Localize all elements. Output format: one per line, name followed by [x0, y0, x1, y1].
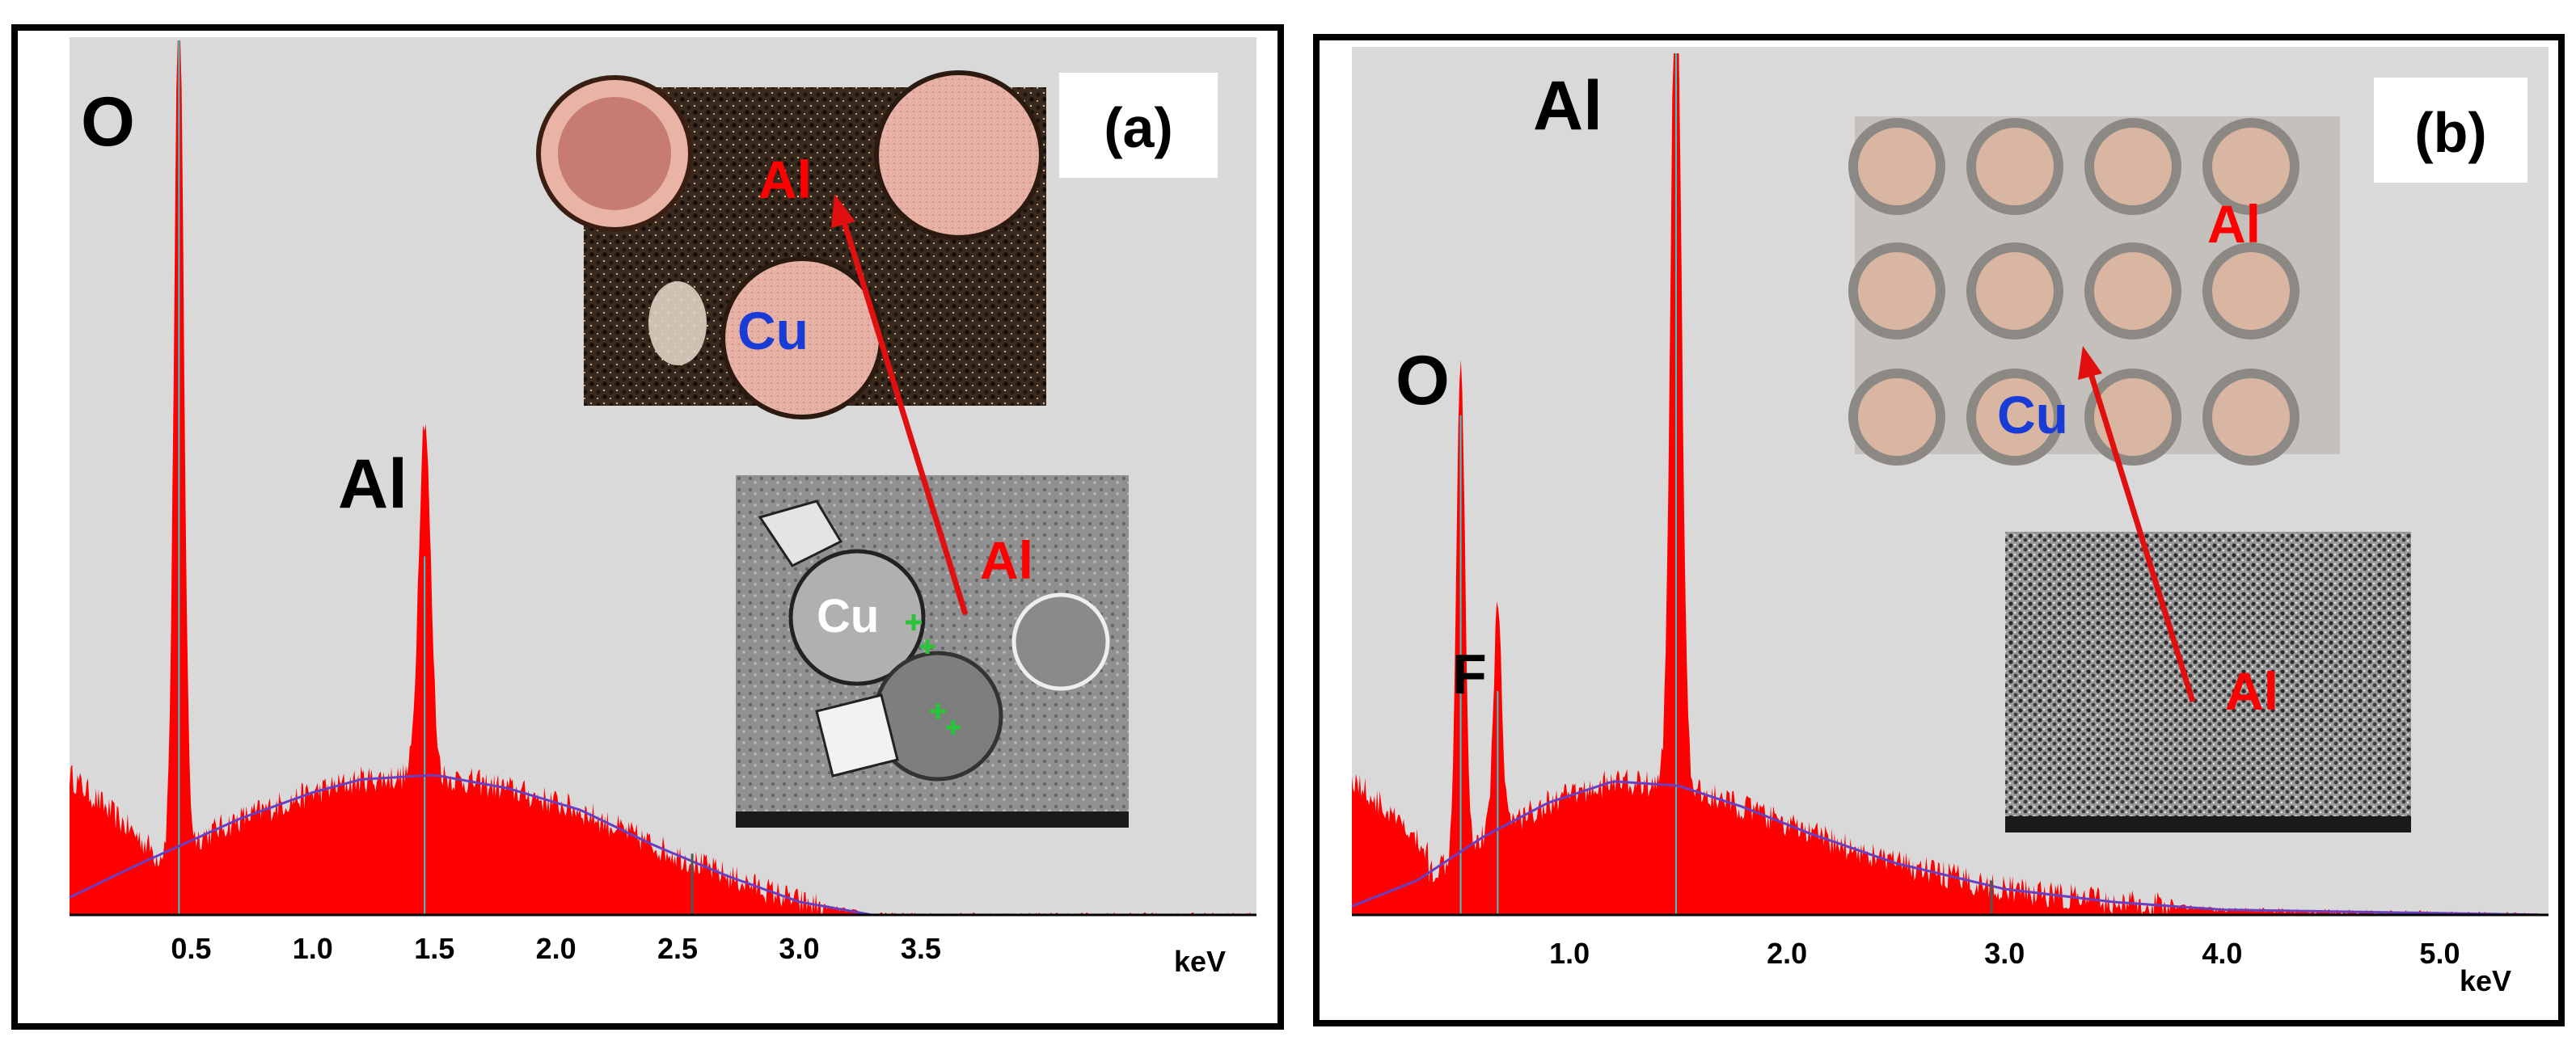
- sem-micrograph-inset: Cu Al: [736, 475, 1129, 828]
- well-fill: [1858, 252, 1936, 330]
- peak-label-f: F: [1452, 643, 1487, 706]
- well-fill: [1858, 378, 1936, 456]
- x-tick-label: 1.5: [414, 932, 454, 965]
- spectrum-fill: [1352, 53, 2549, 915]
- x-tick-label: 3.0: [779, 932, 819, 965]
- spectrum-area: [1352, 53, 2549, 915]
- well-fill: [2094, 378, 2172, 456]
- x-tick-label: 1.0: [1549, 937, 1590, 970]
- well-fill: [1858, 128, 1936, 205]
- spectrum-fill: [70, 40, 1256, 915]
- sem-micrograph-inset: Al: [2005, 532, 2411, 832]
- x-tick-label: 4.0: [2202, 937, 2242, 970]
- well-array: [1848, 118, 2299, 466]
- inset-label-al: Al: [2207, 194, 2261, 254]
- x-tick-labels: 0.5 1.0 1.5 2.0 2.5 3.0 3.5: [171, 932, 941, 965]
- panel-b: 1.0 2.0 3.0 4.0 5.0 keV Al O F (b) Al Cu Al: [1313, 34, 2565, 1026]
- well-fill: [1976, 378, 2054, 456]
- panel-label: (b): [2414, 101, 2486, 164]
- peak-label-o: O: [1396, 342, 1450, 419]
- background-fit-curve: [1351, 780, 2549, 917]
- inset-label-cu: Cu: [737, 301, 809, 360]
- sem-label-al: Al: [2225, 661, 2278, 721]
- panel-label-box: [2374, 78, 2527, 183]
- well-fill: [2212, 378, 2290, 456]
- inset-pointer-arrow: [2078, 346, 2196, 703]
- x-tick-label: 2.0: [1767, 937, 1807, 970]
- x-tick-label: 3.0: [1984, 937, 2025, 970]
- well-fill: [2212, 128, 2290, 205]
- background-fit-line: [1351, 780, 2549, 917]
- well-fill: [2212, 252, 2290, 330]
- optical-micrograph-inset: Al Cu: [536, 70, 1046, 419]
- inset-label-al: Al: [758, 150, 812, 209]
- spectrum-area: [70, 40, 1256, 915]
- x-axis-label: keV: [1174, 945, 1226, 978]
- inset-label-cu: Cu: [1997, 385, 2068, 445]
- peak-label-o: O: [81, 83, 135, 161]
- well-fill: [2094, 128, 2172, 205]
- panel-label: (a): [1104, 96, 1173, 159]
- x-tick-label: 5.0: [2419, 937, 2460, 970]
- x-tick-labels: 1.0 2.0 3.0 4.0 5.0: [1549, 937, 2460, 970]
- inset-pointer-arrow: [831, 194, 969, 616]
- well-fill: [2094, 252, 2172, 330]
- peak-label-al: Al: [338, 445, 408, 523]
- well-fill: [1976, 252, 2054, 330]
- x-tick-label: 0.5: [171, 932, 211, 965]
- peak-label-al: Al: [1533, 67, 1603, 145]
- x-tick-label: 2.0: [536, 932, 576, 965]
- x-tick-label: 3.5: [901, 932, 941, 965]
- x-tick-label: 2.5: [657, 932, 698, 965]
- panel-a: 0.5 1.0 1.5 2.0 2.5 3.0 3.5 keV O Al (a) Al Cu: [11, 24, 1284, 1030]
- panel-label-box: [1059, 73, 1218, 178]
- sem-label-cu: Cu: [817, 590, 879, 643]
- well-fill: [1976, 128, 2054, 205]
- optical-micrograph-inset: Al Cu: [1848, 116, 2340, 466]
- x-tick-label: 1.0: [293, 932, 333, 965]
- sem-label-al: Al: [980, 530, 1033, 590]
- x-axis-label: keV: [2460, 964, 2511, 997]
